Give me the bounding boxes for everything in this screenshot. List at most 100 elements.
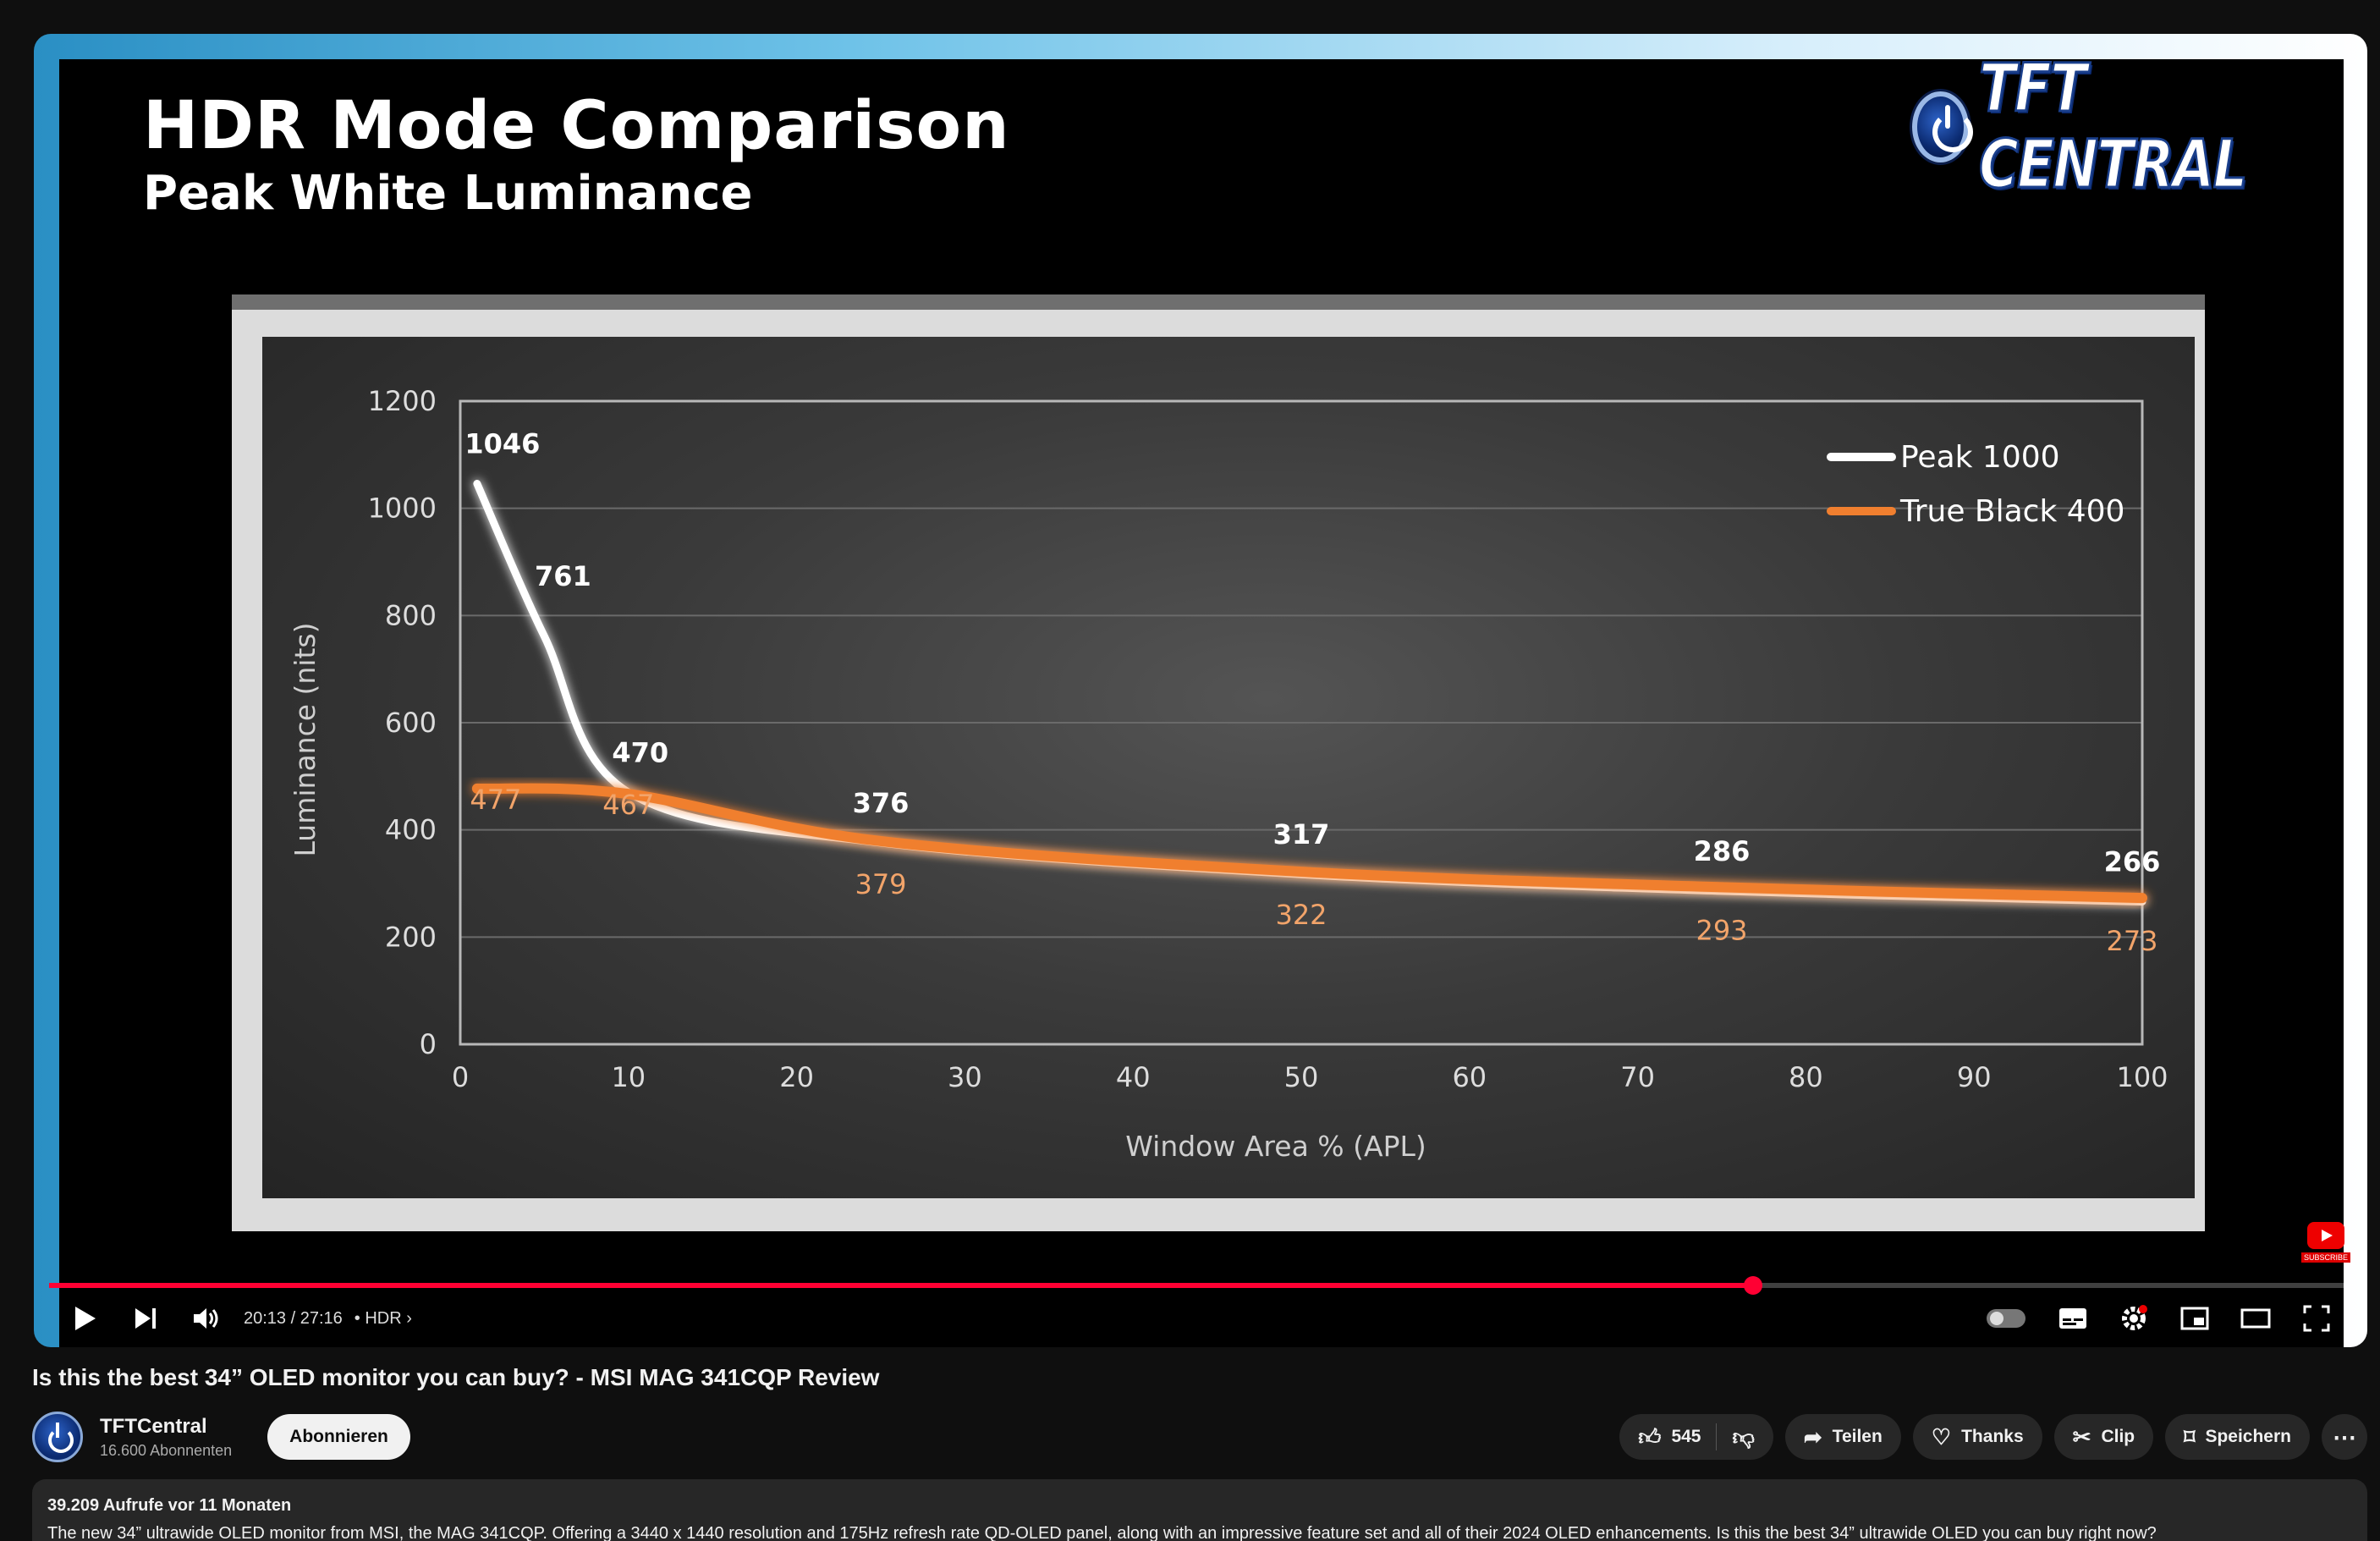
gear-icon	[2122, 1305, 2147, 1330]
x-tick-label: 70	[1620, 1061, 1655, 1093]
data-label-true-black-400: 322	[1275, 899, 1327, 931]
y-tick-label: 800	[385, 599, 437, 631]
line-chart: 0 200 400 600 800 1000 1200 0 10 20 30 40 50 60 70 80 90…	[289, 385, 2168, 1163]
y-tick-label: 200	[385, 921, 437, 953]
time-display: 20:13 / 27:16	[244, 1308, 343, 1328]
save-button[interactable]: ⌑ Speichern	[2165, 1414, 2310, 1460]
progress-bar[interactable]	[49, 1276, 2352, 1295]
video-title: Is this the best 34” OLED monitor you ca…	[32, 1364, 880, 1390]
data-label-true-black-400: 477	[470, 784, 521, 816]
thanks-label: Thanks	[1961, 1427, 2024, 1446]
hdr-label: HDR	[365, 1308, 402, 1328]
legend-label-peak-1000: Peak 1000	[1900, 440, 2060, 475]
data-label-peak-1000: 1046	[464, 428, 540, 460]
divider	[1716, 1423, 1718, 1450]
channel-row: TFTCentral 16.600 Abonnenten Abonnieren …	[32, 1408, 2367, 1466]
data-label-peak-1000: 266	[2104, 846, 2161, 878]
data-label-peak-1000: 286	[1694, 835, 1751, 867]
play-icon	[75, 1307, 96, 1330]
clip-button[interactable]: ✂ Clip	[2053, 1414, 2154, 1460]
youtube-play-icon	[2307, 1222, 2344, 1249]
y-tick-label: 1000	[368, 493, 437, 525]
subscriber-count: 16.600 Abonnenten	[100, 1441, 233, 1459]
logo-text: TFT CENTRAL	[1978, 50, 2249, 205]
theater-mode-button[interactable]	[2225, 1290, 2286, 1347]
chart-panel: 0 200 400 600 800 1000 1200 0 10 20 30 40 50 60 70 80 90…	[232, 294, 2205, 1231]
theater-icon	[2240, 1308, 2271, 1329]
x-tick-label: 0	[452, 1061, 469, 1093]
settings-button[interactable]	[2103, 1290, 2164, 1347]
data-label-true-black-400: 273	[2106, 925, 2157, 957]
share-icon: ➦	[1803, 1423, 1822, 1450]
clip-label: Clip	[2101, 1427, 2135, 1446]
thumbs-up-icon[interactable]: 👍︎	[1638, 1423, 1662, 1450]
data-label-peak-1000: 761	[535, 560, 591, 592]
video-player[interactable]: HDR Mode Comparison Peak White Luminance…	[34, 34, 2367, 1347]
data-label-true-black-400: 467	[602, 789, 654, 821]
like-count[interactable]: 545	[1671, 1427, 1701, 1446]
channel-avatar[interactable]	[32, 1412, 83, 1462]
x-tick-label: 50	[1284, 1061, 1319, 1093]
x-tick-label: 90	[1957, 1061, 1992, 1093]
time-total: 27:16	[300, 1308, 343, 1328]
chart-area: 0 200 400 600 800 1000 1200 0 10 20 30 40 50 60 70 80 90…	[262, 337, 2195, 1198]
subtitles-icon	[2059, 1308, 2086, 1329]
description-meta: 39.209 Aufrufe vor 11 Monaten	[47, 1496, 292, 1515]
data-label-peak-1000: 470	[612, 736, 668, 768]
action-bar: 👍︎ 545 👎︎ ➦ Teilen ♡ Thanks ✂ Clip ⌑ Spe…	[1608, 1414, 2367, 1460]
miniplayer-button[interactable]	[2164, 1290, 2225, 1347]
thumbs-down-icon[interactable]: 👎︎	[1732, 1423, 1755, 1450]
x-axis-label: Window Area % (APL)	[1125, 1130, 1426, 1163]
power-icon	[1912, 91, 1974, 162]
subscribe-watermark-text: SUBSCRIBE	[2301, 1252, 2351, 1263]
more-icon: ⋯	[2333, 1423, 2356, 1450]
bookmark-icon: ⌑	[2184, 1423, 2196, 1450]
play-button[interactable]	[54, 1290, 115, 1347]
next-button[interactable]	[115, 1290, 176, 1347]
x-tick-label: 80	[1789, 1061, 1823, 1093]
x-tick-label: 20	[779, 1061, 814, 1093]
description-text: The new 34” ultrawide OLED monitor from …	[47, 1524, 2157, 1541]
autoplay-toggle[interactable]	[1987, 1309, 2025, 1328]
description-box[interactable]: 39.209 Aufrufe vor 11 Monaten The new 34…	[32, 1479, 2367, 1541]
share-button[interactable]: ➦ Teilen	[1784, 1414, 1901, 1460]
volume-icon	[194, 1308, 218, 1329]
share-label: Teilen	[1832, 1427, 1883, 1446]
x-tick-label: 60	[1452, 1061, 1487, 1093]
data-label-true-black-400: 379	[855, 868, 906, 900]
x-tick-label: 10	[611, 1061, 646, 1093]
fullscreen-icon	[2303, 1305, 2330, 1332]
plot-frame	[459, 399, 2144, 1046]
player-controls: 20:13 / 27:16 • HDR ›	[34, 1290, 2367, 1347]
data-label-peak-1000: 376	[853, 787, 910, 819]
y-tick-label: 1200	[368, 385, 437, 417]
heart-dollar-icon: ♡	[1931, 1423, 1952, 1450]
tftcentral-logo: TFT CENTRAL	[1912, 50, 2344, 205]
like-dislike-group: 👍︎ 545 👎︎	[1619, 1414, 1773, 1460]
subscribe-button[interactable]: Abonnieren	[267, 1414, 410, 1460]
subscribe-watermark[interactable]: SUBSCRIBE	[2301, 1222, 2351, 1269]
video-frame[interactable]: HDR Mode Comparison Peak White Luminance…	[59, 50, 2344, 1347]
channel-name[interactable]: TFTCentral	[100, 1414, 207, 1438]
chapter-chip[interactable]: • HDR ›	[354, 1308, 412, 1328]
y-tick-label: 400	[385, 814, 437, 846]
more-actions-button[interactable]: ⋯	[2322, 1414, 2367, 1460]
channel-meta: TFTCentral 16.600 Abonnenten	[100, 1415, 232, 1460]
scrubber-handle[interactable]	[1744, 1276, 1763, 1295]
data-label-true-black-400: 293	[1696, 914, 1747, 946]
fullscreen-button[interactable]	[2286, 1290, 2347, 1347]
subtitles-button[interactable]	[2042, 1290, 2103, 1347]
y-axis-label: Luminance (nits)	[289, 623, 322, 857]
x-tick-label: 100	[2116, 1061, 2168, 1093]
skip-next-icon	[135, 1308, 156, 1329]
time-current: 20:13	[244, 1308, 287, 1328]
slide-title: HDR Mode Comparison	[143, 88, 1010, 164]
volume-button[interactable]	[176, 1290, 237, 1347]
save-label: Speichern	[2205, 1427, 2291, 1446]
thanks-button[interactable]: ♡ Thanks	[1912, 1414, 2042, 1460]
x-tick-label: 30	[948, 1061, 982, 1093]
slide-subtitle: Peak White Luminance	[143, 166, 753, 221]
x-tick-label: 40	[1116, 1061, 1151, 1093]
data-label-peak-1000: 317	[1273, 818, 1330, 850]
